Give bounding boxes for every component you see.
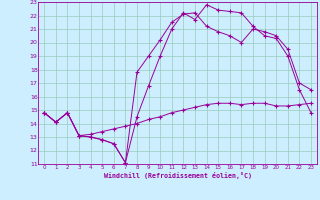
X-axis label: Windchill (Refroidissement éolien,°C): Windchill (Refroidissement éolien,°C) xyxy=(104,172,252,179)
